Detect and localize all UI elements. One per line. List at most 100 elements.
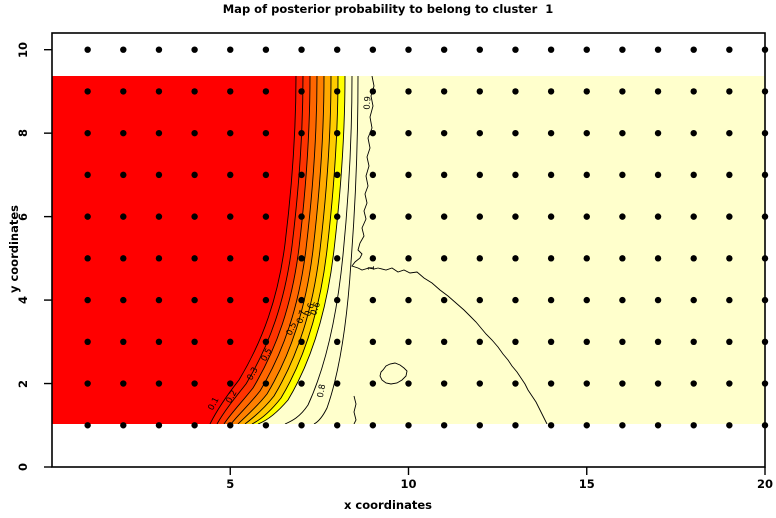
sample-point — [369, 255, 377, 262]
sample-point — [547, 171, 555, 179]
sample-point — [155, 171, 163, 179]
sample-point — [227, 88, 234, 95]
sample-point — [334, 88, 341, 95]
y-axis-tick-label: 8 — [16, 129, 30, 138]
sample-point — [405, 88, 412, 95]
sample-point — [227, 129, 234, 137]
sample-point — [583, 296, 590, 304]
sample-point — [262, 88, 270, 95]
sample-point — [84, 422, 91, 429]
sample-point — [690, 213, 697, 220]
sample-point — [619, 88, 626, 95]
sample-point — [690, 46, 697, 53]
sample-point — [334, 380, 341, 387]
sample-point — [654, 338, 662, 346]
contour-label: 1 — [366, 265, 378, 271]
sample-point — [191, 213, 198, 220]
sample-point — [298, 380, 305, 387]
sample-point — [191, 129, 198, 137]
sample-point — [298, 129, 305, 137]
contour-label: 0.9 — [362, 95, 374, 111]
sample-point — [155, 380, 163, 387]
x-axis-title: x coordinates — [344, 498, 432, 512]
x-axis-tick-label: 15 — [578, 477, 595, 491]
sample-point — [440, 88, 448, 95]
sample-point-grid — [84, 46, 769, 429]
sample-point — [619, 129, 626, 137]
sample-point — [583, 338, 590, 346]
sample-point — [227, 213, 234, 220]
sample-point — [155, 338, 163, 346]
sample-point — [440, 422, 448, 429]
sample-point — [619, 255, 626, 262]
sample-point — [512, 213, 519, 220]
sample-point — [440, 338, 448, 346]
sample-point — [512, 380, 519, 387]
sample-point — [227, 46, 234, 53]
contour-line-0.1 — [209, 76, 297, 424]
sample-point — [120, 380, 127, 387]
sample-point — [690, 171, 697, 179]
sample-point — [619, 213, 626, 220]
sample-point — [369, 422, 377, 429]
sample-point — [512, 129, 519, 137]
sample-point — [262, 46, 270, 53]
sample-point — [547, 46, 555, 53]
sample-point — [191, 255, 198, 262]
sample-point — [369, 338, 377, 346]
sample-point — [440, 213, 448, 220]
contour-line-1-lower — [353, 395, 357, 424]
sample-point — [405, 422, 412, 429]
sample-point — [583, 255, 590, 262]
sample-point — [369, 88, 377, 95]
contour-line-0.8 — [257, 76, 346, 424]
sample-point — [155, 422, 163, 429]
contour-line-0.6 — [244, 76, 332, 424]
sample-point — [476, 171, 483, 179]
x-axis-tick-label: 20 — [756, 477, 773, 491]
sample-point — [227, 422, 234, 429]
sample-point — [262, 171, 270, 179]
sample-point — [654, 213, 662, 220]
sample-point — [298, 88, 305, 95]
sample-point — [547, 296, 555, 304]
sample-point — [619, 296, 626, 304]
sample-point — [619, 422, 626, 429]
sample-point — [369, 129, 377, 137]
sample-point — [547, 88, 555, 95]
sample-point — [619, 171, 626, 179]
sample-point — [690, 422, 697, 429]
sample-point — [369, 46, 377, 53]
sample-point — [334, 213, 341, 220]
sample-point — [405, 255, 412, 262]
sample-point — [583, 213, 590, 220]
sample-point — [547, 213, 555, 220]
contour-line-island — [379, 362, 408, 385]
sample-point — [405, 296, 412, 304]
sample-point — [583, 46, 590, 53]
sample-point — [120, 129, 127, 137]
sample-point — [227, 255, 234, 262]
sample-point — [84, 296, 91, 304]
sample-point — [405, 338, 412, 346]
sample-point — [369, 380, 377, 387]
sample-point — [84, 171, 91, 179]
sample-point — [298, 338, 305, 346]
sample-point — [547, 422, 555, 429]
sample-point — [262, 422, 270, 429]
sample-point — [726, 88, 733, 95]
sample-point — [369, 296, 377, 304]
sample-point — [476, 296, 483, 304]
sample-point — [726, 380, 733, 387]
y-axis-tick-label: 2 — [16, 379, 30, 388]
page-title: Map of posterior probability to belong t… — [222, 2, 554, 16]
sample-point — [476, 338, 483, 346]
sample-point — [227, 338, 234, 346]
sample-point — [155, 296, 163, 304]
contour-line-0.9 — [313, 76, 359, 424]
sample-point — [512, 296, 519, 304]
y-axis-tick-label: 0 — [16, 463, 30, 472]
sample-point — [84, 213, 91, 220]
sample-point — [654, 46, 662, 53]
